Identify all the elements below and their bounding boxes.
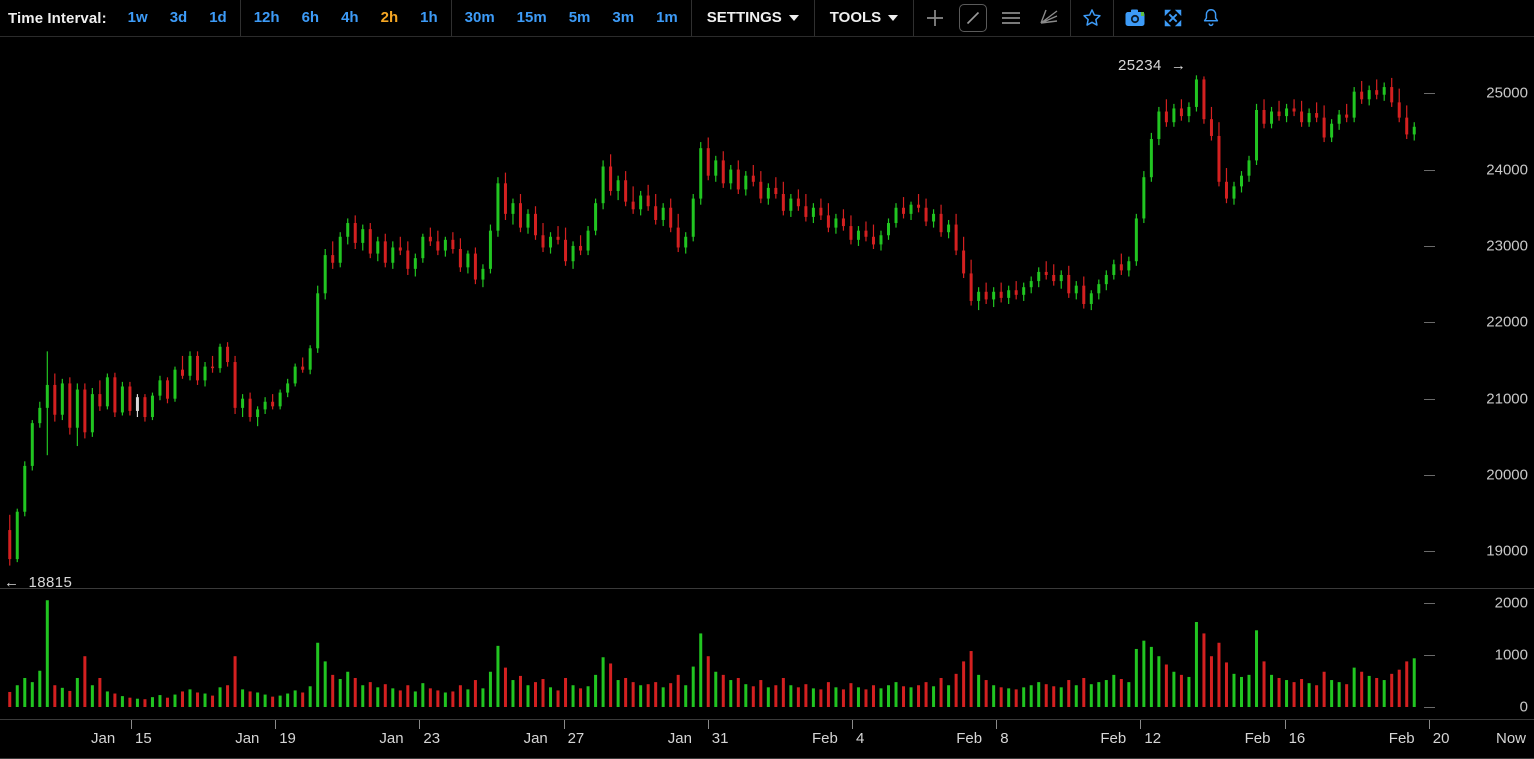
volume-tick-label: 2000 <box>1494 594 1528 612</box>
time-tick-label: Feb <box>812 730 838 747</box>
interval-1h[interactable]: 1h <box>420 9 438 26</box>
interval-3m[interactable]: 3m <box>612 9 635 26</box>
volume-tick <box>1424 707 1435 708</box>
price-tick <box>1424 93 1435 95</box>
bell-icon[interactable] <box>1192 0 1230 36</box>
chevron-down-icon <box>788 15 799 21</box>
settings-menu[interactable]: SETTINGS <box>694 0 812 36</box>
toolbar-divider <box>1113 0 1115 36</box>
price-tick-label: 22000 <box>1486 313 1528 331</box>
time-tick-label: 4 <box>856 730 865 747</box>
fib-fan-icon[interactable] <box>1030 0 1068 36</box>
interval-12h[interactable]: 12h <box>253 9 280 26</box>
high-annotation: 25234 → <box>1118 57 1187 74</box>
interval-3d[interactable]: 3d <box>169 9 188 26</box>
time-interval-label: Time Interval: <box>8 9 107 27</box>
volume-tick-label: 1000 <box>1494 646 1528 664</box>
camera-icon[interactable] <box>1116 0 1154 36</box>
tools-menu[interactable]: TOOLS <box>817 0 911 36</box>
price-tick-label: 23000 <box>1486 237 1528 255</box>
price-tick <box>1424 475 1435 477</box>
interval-4h[interactable]: 4h <box>341 9 359 26</box>
toolbar-divider <box>813 0 815 36</box>
price-candles <box>8 75 1416 566</box>
time-tick-label: 15 <box>135 730 152 747</box>
time-interval-group: 1w 3d 1d 12h 6h 4h 2h 1h 30m 15m 5m 3m 1m <box>117 0 689 36</box>
tools-label: TOOLS <box>829 9 882 26</box>
interval-2h[interactable]: 2h <box>380 9 399 26</box>
toolbar-divider <box>913 0 915 36</box>
time-tick-label: 27 <box>567 730 585 747</box>
toolbar-divider <box>1070 0 1072 36</box>
volume-pane[interactable] <box>0 589 1534 719</box>
volume-tick <box>1424 655 1435 657</box>
chevron-down-icon <box>888 15 899 21</box>
price-tick <box>1424 398 1435 400</box>
time-tick <box>1428 720 1430 729</box>
now-label: Now <box>1495 730 1526 747</box>
time-tick-label: 16 <box>1288 730 1306 747</box>
price-tick-label: 25000 <box>1486 84 1528 102</box>
time-tick-label: Feb <box>1244 730 1271 747</box>
time-tick-label: 8 <box>1000 730 1009 747</box>
price-tick-label: 24000 <box>1486 161 1528 179</box>
time-tick-label: 23 <box>423 730 441 747</box>
toolbar-divider <box>450 0 452 36</box>
trendline-icon-box <box>959 4 988 32</box>
time-tick-label: 20 <box>1432 730 1450 747</box>
time-tick-label: Jan <box>235 730 260 747</box>
time-tick-label: Feb <box>1100 730 1127 747</box>
time-tick-label: 31 <box>711 730 729 747</box>
time-tick-label: 19 <box>279 730 296 747</box>
time-axis[interactable]: Jan 15 Jan 19 Jan 23 Jan 27 Jan 31 Feb 4 Feb 8 Feb 12 Fe… <box>0 719 1534 759</box>
volume-tick-label: 0 <box>1519 698 1528 716</box>
time-tick-label: Jan <box>523 730 548 747</box>
price-tick <box>1424 551 1435 553</box>
time-tick <box>1284 720 1286 729</box>
time-tick-label: 12 <box>1144 730 1162 747</box>
price-tick <box>1424 322 1435 324</box>
time-tick <box>1140 720 1142 729</box>
interval-1d[interactable]: 1d <box>209 9 227 26</box>
volume-bars <box>8 600 1416 707</box>
time-tick <box>275 720 277 729</box>
settings-label: SETTINGS <box>706 9 782 26</box>
time-tick <box>996 720 998 729</box>
time-tick <box>852 720 853 729</box>
price-tick-label: 21000 <box>1486 390 1528 408</box>
time-tick <box>419 720 421 729</box>
time-tick <box>707 720 709 729</box>
price-pane[interactable]: 25234 → ← 18815 <box>0 37 1534 591</box>
interval-5m[interactable]: 5m <box>568 9 591 26</box>
time-tick-label: Jan <box>667 730 692 747</box>
time-tick <box>563 720 565 729</box>
toolbar-divider <box>239 0 241 36</box>
price-tick-label: 19000 <box>1486 542 1528 560</box>
interval-1m[interactable]: 1m <box>656 9 678 26</box>
chart-area[interactable]: 25234 → ← 18815 25000 24000 23000 22000 21000… <box>0 37 1534 759</box>
interval-15m[interactable]: 15m <box>516 9 547 26</box>
time-tick-label: Jan <box>379 730 404 747</box>
plus-icon[interactable] <box>916 0 954 36</box>
price-tick <box>1424 245 1435 247</box>
time-tick-label: Feb <box>1388 730 1415 747</box>
interval-30m[interactable]: 30m <box>464 9 495 26</box>
time-tick-label: Jan <box>91 730 116 747</box>
horizontal-lines-icon[interactable] <box>992 0 1030 36</box>
price-tick-label: 20000 <box>1486 466 1528 484</box>
star-icon[interactable] <box>1073 0 1111 36</box>
low-annotation: ← 18815 <box>4 574 73 591</box>
time-tick <box>131 720 132 729</box>
trendline-icon[interactable] <box>954 0 992 36</box>
interval-1w[interactable]: 1w <box>127 9 148 26</box>
pane-separator <box>0 588 1534 589</box>
fullscreen-icon[interactable] <box>1154 0 1192 36</box>
time-tick-label: Feb <box>956 730 983 747</box>
top-toolbar: Time Interval: 1w 3d 1d 12h 6h 4h 2h 1h 30m 15m 5m… <box>0 0 1534 37</box>
volume-tick <box>1424 603 1435 605</box>
price-tick <box>1424 169 1435 171</box>
toolbar-divider <box>690 0 692 36</box>
interval-6h[interactable]: 6h <box>301 9 320 26</box>
